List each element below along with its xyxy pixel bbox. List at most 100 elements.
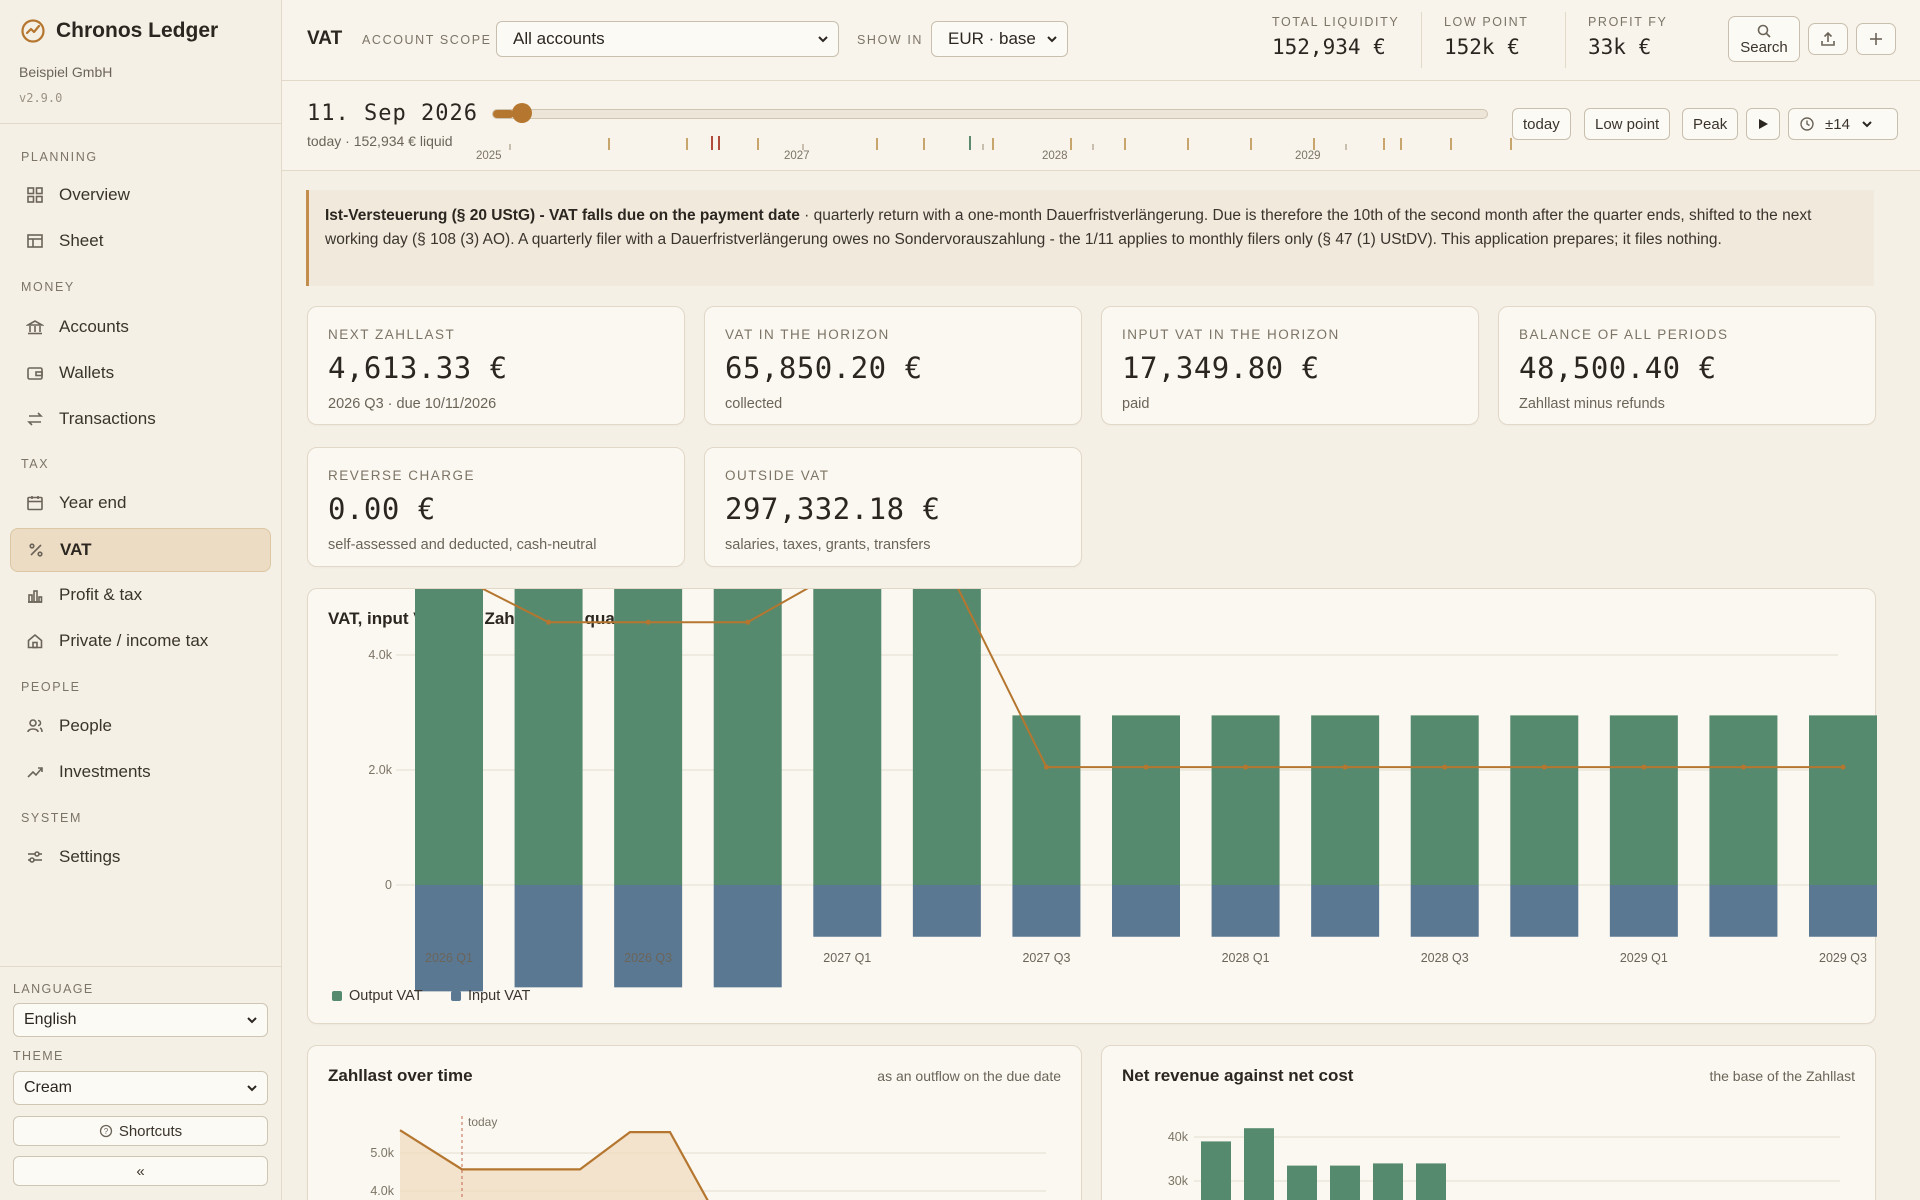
card-value: 297,332.18 € xyxy=(725,492,941,526)
timeline-year-label: 2025 xyxy=(476,150,502,162)
chart-title: Net revenue against net cost xyxy=(1122,1066,1354,1085)
card-subtitle: self-assessed and deducted, cash-neutral xyxy=(328,537,597,553)
collapse-icon: « xyxy=(136,1162,145,1180)
x-tick-label: 2029 Q1 xyxy=(1620,951,1668,965)
arrows-icon xyxy=(25,409,45,429)
section-label-money: Money xyxy=(21,280,75,294)
timeline-event-tick xyxy=(969,136,971,150)
chevron-down-icon xyxy=(1862,121,1872,128)
language-select[interactable]: English xyxy=(13,1003,268,1037)
sidebar-item-label: Transactions xyxy=(59,409,156,428)
kpi-value: 152,934 € xyxy=(1272,35,1386,59)
divider xyxy=(1565,12,1566,68)
theme-select[interactable]: Cream xyxy=(13,1071,268,1105)
timeline-event-tick xyxy=(1187,138,1189,150)
x-tick-label: 2029 Q3 xyxy=(1819,951,1867,965)
home-icon xyxy=(25,631,45,651)
zahllast-area xyxy=(400,1130,708,1200)
sidebar-item-year-end[interactable]: Year end xyxy=(10,481,271,525)
shortcuts-button[interactable]: ? Shortcuts xyxy=(13,1116,268,1146)
today-button[interactable]: today xyxy=(1512,108,1571,140)
card-label: Next Zahllast xyxy=(328,327,456,342)
sidebar-item-wallets[interactable]: Wallets xyxy=(10,351,271,395)
kpi-label: Total liquidity xyxy=(1272,15,1400,29)
card-label: Balance of all periods xyxy=(1519,327,1729,342)
account-scope-select[interactable]: All accounts xyxy=(496,21,839,57)
add-button[interactable] xyxy=(1856,23,1896,55)
chart-note: as an outflow on the due date xyxy=(877,1068,1061,1084)
timeline-event-tick xyxy=(1250,138,1252,150)
chevron-down-icon xyxy=(247,1017,257,1024)
bar-output-vat xyxy=(1311,715,1380,885)
zahllast-point xyxy=(1243,764,1249,770)
search-button[interactable]: Search xyxy=(1728,16,1800,62)
app-version: v2.9.0 xyxy=(19,91,63,105)
legend-swatch-input xyxy=(451,991,461,1001)
zahllast-point xyxy=(1043,764,1049,770)
vat-quarter-chart-panel: VAT, input VAT and Zahllast per quarter … xyxy=(307,588,1877,1024)
currency-select[interactable]: EUR · base xyxy=(931,21,1068,57)
timeline-slider-handle[interactable] xyxy=(511,103,532,123)
bar-output-vat xyxy=(514,589,583,885)
bar-output-vat xyxy=(912,589,981,885)
section-label-planning: Planning xyxy=(21,150,98,164)
percent-icon xyxy=(26,540,46,560)
brand[interactable]: Chronos Ledger xyxy=(20,18,218,44)
chart-note: the base of the Zahllast xyxy=(1709,1068,1855,1084)
sidebar-item-private-income-tax[interactable]: Private / income tax xyxy=(10,619,271,663)
sidebar-item-label: Investments xyxy=(59,762,151,781)
bar-output-vat xyxy=(1012,715,1081,885)
sidebar-item-sheet[interactable]: Sheet xyxy=(10,219,271,263)
sliders-icon xyxy=(25,847,45,867)
range-select[interactable]: ±14 xyxy=(1788,108,1898,140)
collapse-sidebar-button[interactable]: « xyxy=(13,1156,268,1186)
timeline-event-tick xyxy=(1313,138,1315,150)
card-value: 17,349.80 € xyxy=(1122,351,1320,385)
bar-output-vat xyxy=(1709,715,1778,885)
timeline-slider[interactable] xyxy=(492,103,1488,123)
low-point-button[interactable]: Low point xyxy=(1584,108,1671,140)
legend-label: Output VAT xyxy=(349,988,423,1004)
peak-button[interactable]: Peak xyxy=(1682,108,1739,140)
timeline-event-tick xyxy=(718,136,720,150)
sidebar-item-investments[interactable]: Investments xyxy=(10,750,271,794)
sidebar-item-accounts[interactable]: Accounts xyxy=(10,305,271,349)
upload-icon xyxy=(1821,31,1835,46)
sidebar-item-overview[interactable]: Overview xyxy=(10,173,271,217)
bar-output-vat xyxy=(1809,715,1877,885)
bar-input-vat xyxy=(415,885,483,992)
sidebar-item-vat[interactable]: VAT xyxy=(10,528,271,572)
x-tick-label: 2027 Q1 xyxy=(823,951,871,965)
chevron-down-icon xyxy=(818,36,828,43)
shortcuts-label: Shortcuts xyxy=(118,1122,183,1140)
sidebar-item-people[interactable]: People xyxy=(10,704,271,748)
zahllast-point xyxy=(546,619,552,625)
trend-icon xyxy=(25,762,45,782)
bar-net-revenue xyxy=(1373,1163,1403,1200)
x-tick-label: 2026 Q3 xyxy=(624,951,672,965)
kpi-value: 152k € xyxy=(1444,35,1520,59)
timeline-event-tick xyxy=(1450,138,1452,150)
sidebar-item-settings[interactable]: Settings xyxy=(10,835,271,879)
card-label: Outside VAT xyxy=(725,468,830,483)
card-vat-horizon: VAT in the horizon 65,850.20 € collected xyxy=(704,306,1082,425)
sidebar-item-profit-tax[interactable]: Profit & tax xyxy=(10,573,271,617)
timeline-event-tick xyxy=(1070,138,1072,150)
timeline-slider-fill xyxy=(493,110,514,118)
range-value: ±14 xyxy=(1825,115,1850,133)
zahllast-over-time-chart: 5.0k 4.0k today xyxy=(370,1115,1046,1200)
x-tick-label: 2026 Q1 xyxy=(425,951,473,965)
play-button[interactable] xyxy=(1746,108,1780,140)
search-icon xyxy=(1757,24,1771,38)
card-input-vat-horizon: Input VAT in the horizon 17,349.80 € pai… xyxy=(1101,306,1479,425)
export-button[interactable] xyxy=(1808,23,1848,55)
card-subtitle: Zahllast minus refunds xyxy=(1519,396,1665,412)
y-tick-label: 0 xyxy=(385,878,392,892)
top-bar: VAT Account scope All accounts Show in E… xyxy=(282,0,1920,81)
chevron-down-icon xyxy=(1047,36,1057,43)
sidebar-item-transactions[interactable]: Transactions xyxy=(10,397,271,441)
timeline-event-tick xyxy=(923,138,925,150)
zahllast-point xyxy=(1641,764,1647,770)
timeline-year-label: 2027 xyxy=(784,150,810,162)
divider xyxy=(0,123,282,124)
